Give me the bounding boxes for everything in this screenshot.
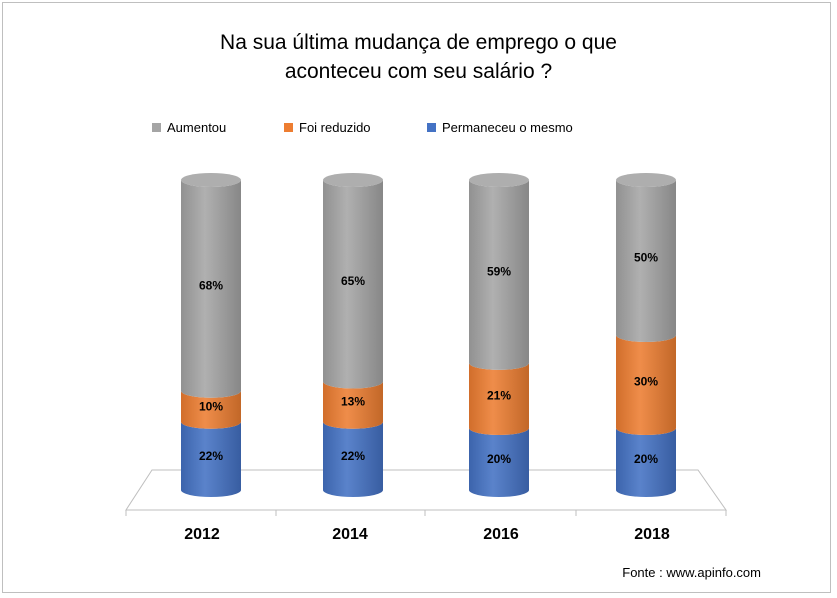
bar-2012-aumentou xyxy=(181,180,242,398)
bar-2018-aumentou xyxy=(616,180,676,342)
bar-2012-permaneceu-o-mesmo xyxy=(181,421,242,497)
data-label-2018-foi-reduzido: 30% xyxy=(634,375,658,389)
data-label-2012-permaneceu-o-mesmo: 22% xyxy=(199,449,223,463)
data-label-2016-aumentou: 59% xyxy=(487,264,511,278)
legend-item-aumentou: Aumentou xyxy=(152,116,226,138)
legend-label-foi-reduzido: Foi reduzido xyxy=(299,119,371,135)
chart-title: Na sua última mudança de emprego o que a… xyxy=(0,28,837,86)
legend-swatch-foi-reduzido xyxy=(284,122,293,132)
legend-swatch-aumentou xyxy=(152,122,161,132)
cylinder-top-cap-2016 xyxy=(469,173,529,187)
cylinder-2016: 20% 21% 59% xyxy=(469,173,529,497)
x-tick-label-2016: 2016 xyxy=(483,526,519,543)
bar-2014-permaneceu-o-mesmo xyxy=(323,421,383,497)
data-label-2012-foi-reduzido: 10% xyxy=(199,399,223,413)
chart-title-line-2: aconteceu com seu salário ? xyxy=(284,60,553,83)
data-label-2016-permaneceu-o-mesmo: 20% xyxy=(487,452,511,466)
cylinder-2014: 22% 13% 65% xyxy=(323,173,383,497)
bar-2016-foi-reduzido xyxy=(469,362,529,435)
x-tick-label-2012: 2012 xyxy=(184,526,220,543)
cylinder-top-cap-2014 xyxy=(323,173,383,187)
x-tick-label-2018: 2018 xyxy=(634,526,670,543)
bar-2018-permaneceu-o-mesmo xyxy=(616,428,676,497)
legend-item-foi-reduzido: Foi reduzido xyxy=(284,116,371,138)
data-label-2014-foi-reduzido: 13% xyxy=(341,395,365,409)
legend-label-permaneceu: Permaneceu o mesmo xyxy=(442,119,573,135)
x-axis-labels: 2012 2014 2016 2018 xyxy=(184,526,670,543)
data-label-2018-aumentou: 50% xyxy=(634,251,658,265)
legend-swatch-permaneceu xyxy=(427,122,436,132)
bar-2018-foi-reduzido xyxy=(616,335,676,435)
data-label-2014-permaneceu-o-mesmo: 22% xyxy=(341,449,365,463)
cylinder-2018: 20% 30% 50% xyxy=(616,173,676,497)
data-label-2018-permaneceu-o-mesmo: 20% xyxy=(634,452,658,466)
bar-2016-permaneceu-o-mesmo xyxy=(469,428,529,497)
bar-2016-aumentou xyxy=(469,180,529,370)
bar-2014-aumentou xyxy=(323,180,383,389)
legend-item-permaneceu: Permaneceu o mesmo xyxy=(427,116,573,138)
legend-label-aumentou: Aumentou xyxy=(167,119,227,135)
bar-2014-foi-reduzido xyxy=(323,381,383,429)
cylinder-top-cap-2018 xyxy=(616,173,676,187)
x-tick-label-2014: 2014 xyxy=(332,526,368,543)
cylinder-top-cap-2012 xyxy=(181,173,241,187)
chart-title-line-1: Na sua última mudança de emprego o que xyxy=(220,31,617,54)
data-label-2016-foi-reduzido: 21% xyxy=(487,388,511,402)
source-note: Fonte : www.apinfo.com xyxy=(622,565,761,580)
legend: Aumentou Foi reduzido Permaneceu o mesmo xyxy=(0,116,837,138)
cylinder-2012: 22% 10% 68% xyxy=(181,173,242,497)
bar-2012-foi-reduzido xyxy=(181,390,242,429)
bars: 22% 10% 68% 22% 13% 65% 20% 21% 59% 20% 30% 50% xyxy=(181,173,676,497)
data-label-2014-aumentou: 65% xyxy=(341,274,365,288)
data-label-2012-aumentou: 68% xyxy=(199,278,223,292)
